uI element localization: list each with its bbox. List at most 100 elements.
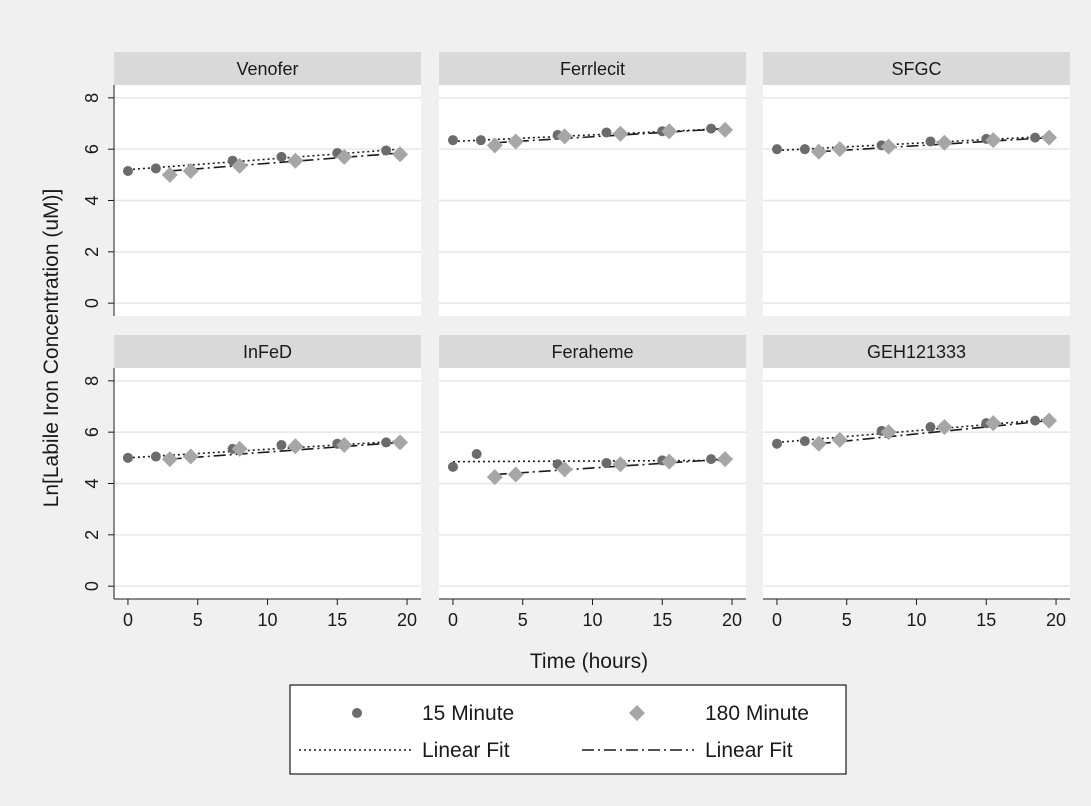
legend-label-15-minute: 15 Minute <box>422 702 514 725</box>
x-tick-label: 15 <box>327 610 347 630</box>
fit-line-180-minute <box>169 441 401 460</box>
point-180-minute <box>717 451 734 468</box>
point-15-minute <box>475 135 486 146</box>
point-15-minute <box>447 461 458 472</box>
point-15-minute <box>122 165 133 176</box>
point-180-minute <box>612 125 629 142</box>
y-tick-label: 2 <box>82 530 102 540</box>
point-180-minute <box>661 123 678 140</box>
point-180-minute <box>1041 129 1058 146</box>
point-180-minute <box>661 453 678 470</box>
fit-line-180-minute <box>169 152 401 172</box>
x-tick-label: 5 <box>842 610 852 630</box>
point-180-minute <box>810 143 827 160</box>
panel-strip <box>439 52 746 85</box>
panel-ferrlecit: Ferrlecit <box>439 52 746 316</box>
y-tick-label: 6 <box>82 144 102 154</box>
chart-panels: Venofer 0 2 4 6 8 Ferrlecit SFGC InFeD 0 2 4 6 8 0 5 10 1… <box>82 52 1070 630</box>
fit-line-15-minute <box>776 418 1050 444</box>
y-tick-label: 0 <box>82 581 102 591</box>
legend-marker-15-minute <box>352 708 362 718</box>
legend: 15 Minute 180 Minute Linear Fit Linear Fit <box>289 684 847 775</box>
point-15-minute <box>381 145 392 156</box>
point-15-minute <box>1030 132 1041 143</box>
fit-line-15-minute <box>452 127 726 143</box>
point-180-minute <box>507 466 524 483</box>
point-15-minute <box>771 144 782 155</box>
panel-title: SFGC <box>891 59 941 79</box>
panel-strip <box>763 335 1070 368</box>
y-tick-label: 4 <box>82 478 102 488</box>
point-180-minute <box>486 137 503 154</box>
panel-title: InFeD <box>243 342 292 362</box>
y-tick-label: 6 <box>82 427 102 437</box>
y-tick-label: 0 <box>82 298 102 308</box>
point-15-minute <box>1030 415 1041 426</box>
point-15-minute <box>925 136 936 147</box>
point-180-minute <box>985 415 1002 432</box>
legend-label-fit-180: Linear Fit <box>705 739 793 762</box>
x-tick-label: 20 <box>722 610 742 630</box>
point-180-minute <box>556 128 573 145</box>
point-180-minute <box>336 437 353 453</box>
y-tick-label: 8 <box>82 93 102 103</box>
point-180-minute <box>880 138 897 155</box>
point-180-minute <box>880 424 897 441</box>
point-15-minute <box>601 127 612 138</box>
x-tick-label: 5 <box>193 610 203 630</box>
fit-line-15-minute <box>127 148 401 171</box>
point-15-minute <box>601 457 612 468</box>
panel-feraheme: Feraheme 0 5 10 15 20 <box>439 335 746 630</box>
x-tick-label: 10 <box>582 610 602 630</box>
y-tick-label: 4 <box>82 195 102 205</box>
x-tick-label: 0 <box>772 610 782 630</box>
point-180-minute <box>182 162 199 179</box>
legend-label-180-minute: 180 Minute <box>705 702 809 725</box>
point-180-minute <box>831 431 848 448</box>
panel-strip <box>439 335 746 368</box>
legend-box <box>289 684 847 775</box>
point-15-minute <box>447 135 458 146</box>
fit-line-180-minute <box>818 419 1050 445</box>
point-180-minute <box>336 148 353 165</box>
panel-strip <box>114 52 421 85</box>
point-180-minute <box>287 152 304 169</box>
point-180-minute <box>161 451 178 468</box>
point-180-minute <box>985 132 1002 149</box>
x-tick-label: 0 <box>448 610 458 630</box>
y-tick-label: 8 <box>82 376 102 386</box>
point-180-minute <box>717 121 734 138</box>
panel-strip <box>763 52 1070 85</box>
point-180-minute <box>231 440 248 457</box>
point-180-minute <box>1041 412 1058 429</box>
point-15-minute <box>381 437 392 448</box>
point-180-minute <box>936 419 953 436</box>
point-15-minute <box>122 452 133 463</box>
fit-line-180-minute <box>494 458 726 476</box>
point-180-minute <box>831 141 848 158</box>
panel-strip <box>114 335 421 368</box>
x-tick-label: 20 <box>397 610 417 630</box>
point-180-minute <box>507 133 524 150</box>
x-tick-label: 10 <box>257 610 277 630</box>
x-tick-label: 15 <box>976 610 996 630</box>
panel-title: Venofer <box>236 59 298 79</box>
x-tick-label: 10 <box>906 610 926 630</box>
point-180-minute <box>231 157 248 174</box>
point-15-minute <box>276 440 287 450</box>
x-tick-label: 20 <box>1046 610 1066 630</box>
point-15-minute <box>276 151 287 162</box>
fit-line-15-minute <box>452 459 726 463</box>
panel-venofer: Venofer 0 2 4 6 8 <box>82 52 421 316</box>
x-tick-label: 5 <box>518 610 528 630</box>
point-180-minute <box>486 469 503 486</box>
x-tick-label: 0 <box>123 610 133 630</box>
point-180-minute <box>612 456 629 473</box>
point-180-minute <box>182 448 199 465</box>
point-15-minute <box>706 123 717 134</box>
point-15-minute <box>471 448 482 459</box>
panel-title: Feraheme <box>551 342 633 362</box>
point-180-minute <box>287 438 304 455</box>
x-axis-label: Time (hours) <box>530 650 648 673</box>
